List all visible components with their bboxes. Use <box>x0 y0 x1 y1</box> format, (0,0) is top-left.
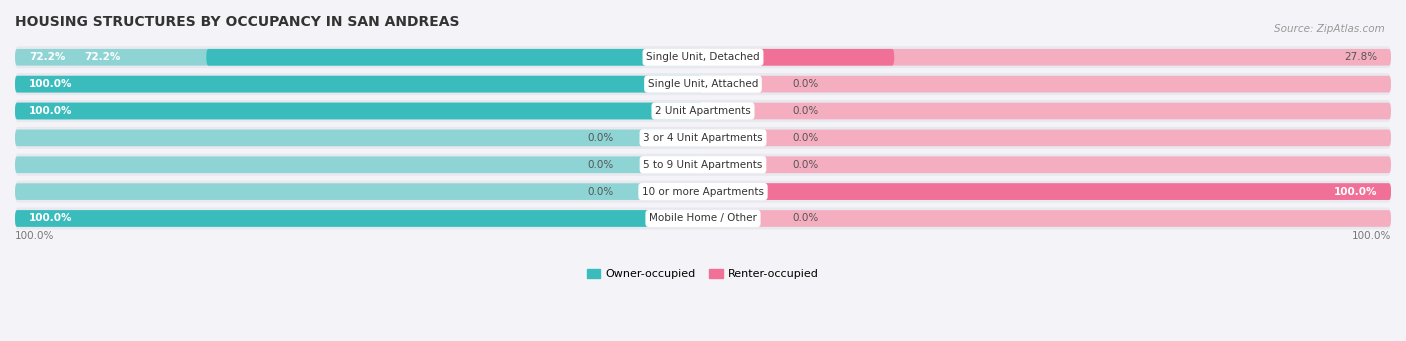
Text: 0.0%: 0.0% <box>793 106 818 116</box>
Text: 3 or 4 Unit Apartments: 3 or 4 Unit Apartments <box>643 133 763 143</box>
Text: Mobile Home / Other: Mobile Home / Other <box>650 213 756 223</box>
Text: 0.0%: 0.0% <box>793 160 818 170</box>
FancyBboxPatch shape <box>15 154 1391 176</box>
Text: 0.0%: 0.0% <box>588 187 613 197</box>
Text: 100.0%: 100.0% <box>15 231 55 241</box>
FancyBboxPatch shape <box>15 210 703 227</box>
FancyBboxPatch shape <box>703 183 1391 200</box>
FancyBboxPatch shape <box>15 103 703 119</box>
Text: 72.2%: 72.2% <box>84 52 120 62</box>
Text: 100.0%: 100.0% <box>28 106 72 116</box>
FancyBboxPatch shape <box>15 76 703 92</box>
Text: 5 to 9 Unit Apartments: 5 to 9 Unit Apartments <box>644 160 762 170</box>
FancyBboxPatch shape <box>703 183 1391 200</box>
FancyBboxPatch shape <box>15 127 1391 149</box>
FancyBboxPatch shape <box>15 46 1391 68</box>
FancyBboxPatch shape <box>15 49 703 65</box>
FancyBboxPatch shape <box>15 76 703 92</box>
FancyBboxPatch shape <box>703 130 1391 146</box>
FancyBboxPatch shape <box>703 210 1391 227</box>
Text: 2 Unit Apartments: 2 Unit Apartments <box>655 106 751 116</box>
Text: 0.0%: 0.0% <box>793 133 818 143</box>
Text: 100.0%: 100.0% <box>28 79 72 89</box>
FancyBboxPatch shape <box>15 73 1391 95</box>
FancyBboxPatch shape <box>703 76 1391 92</box>
Text: 0.0%: 0.0% <box>588 160 613 170</box>
FancyBboxPatch shape <box>15 130 703 146</box>
Text: 27.8%: 27.8% <box>1344 52 1378 62</box>
Text: 10 or more Apartments: 10 or more Apartments <box>643 187 763 197</box>
FancyBboxPatch shape <box>703 49 1391 65</box>
Text: Single Unit, Detached: Single Unit, Detached <box>647 52 759 62</box>
Text: Single Unit, Attached: Single Unit, Attached <box>648 79 758 89</box>
FancyBboxPatch shape <box>15 183 703 200</box>
Text: 100.0%: 100.0% <box>1351 231 1391 241</box>
FancyBboxPatch shape <box>703 103 1391 119</box>
FancyBboxPatch shape <box>15 181 1391 203</box>
FancyBboxPatch shape <box>207 49 703 65</box>
FancyBboxPatch shape <box>15 103 703 119</box>
FancyBboxPatch shape <box>15 157 703 173</box>
Text: HOUSING STRUCTURES BY OCCUPANCY IN SAN ANDREAS: HOUSING STRUCTURES BY OCCUPANCY IN SAN A… <box>15 15 460 29</box>
Legend: Owner-occupied, Renter-occupied: Owner-occupied, Renter-occupied <box>582 264 824 283</box>
Text: 0.0%: 0.0% <box>793 79 818 89</box>
FancyBboxPatch shape <box>15 210 703 227</box>
FancyBboxPatch shape <box>703 49 894 65</box>
Text: Source: ZipAtlas.com: Source: ZipAtlas.com <box>1274 24 1385 34</box>
Text: 100.0%: 100.0% <box>1334 187 1378 197</box>
FancyBboxPatch shape <box>15 100 1391 122</box>
Text: 72.2%: 72.2% <box>28 52 65 62</box>
Text: 0.0%: 0.0% <box>588 133 613 143</box>
Text: 0.0%: 0.0% <box>793 213 818 223</box>
FancyBboxPatch shape <box>15 207 1391 229</box>
Text: 100.0%: 100.0% <box>28 213 72 223</box>
FancyBboxPatch shape <box>703 157 1391 173</box>
